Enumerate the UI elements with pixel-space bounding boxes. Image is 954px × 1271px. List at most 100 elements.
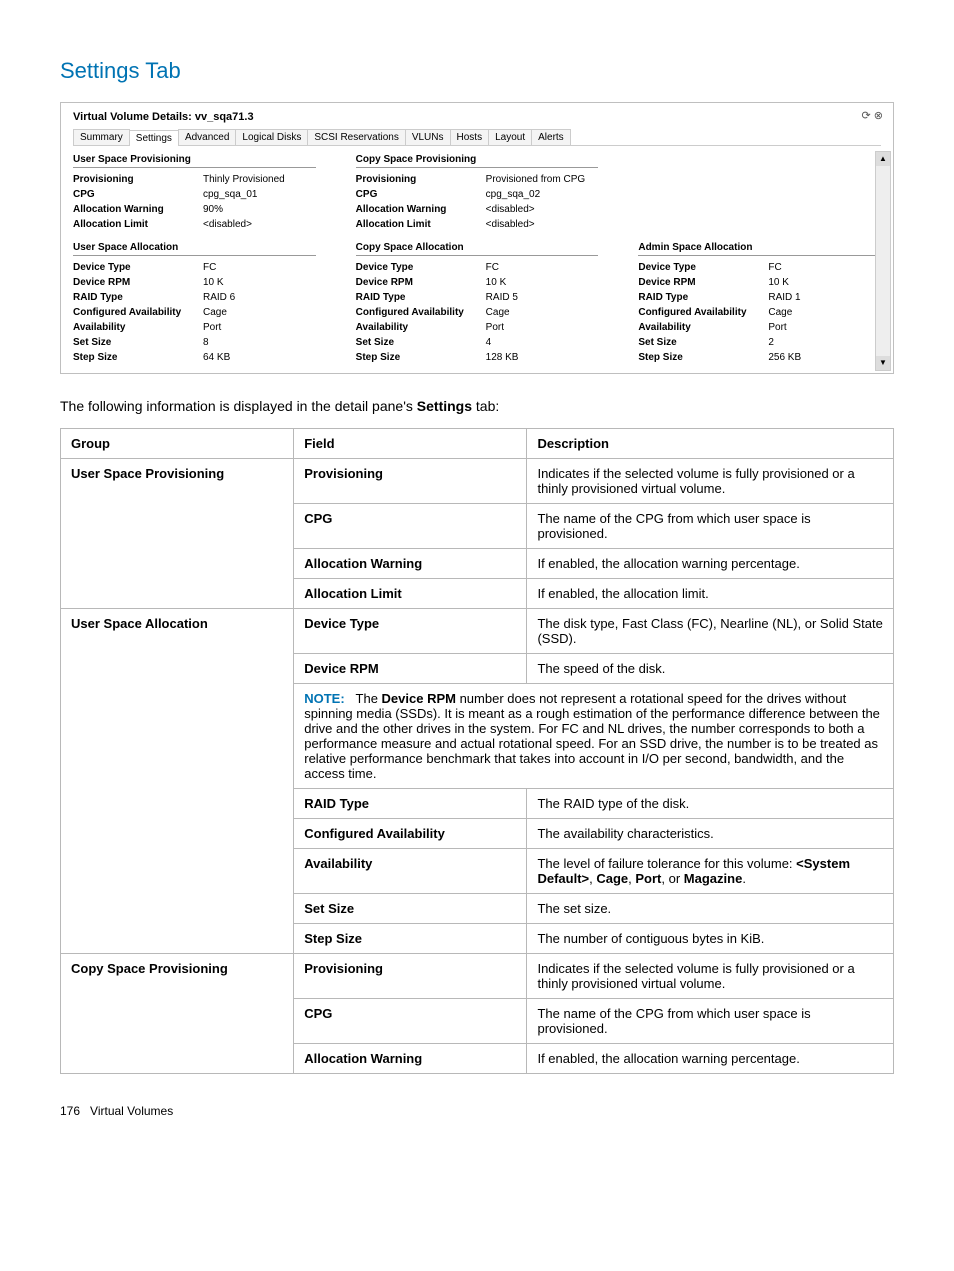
- tab-summary[interactable]: Summary: [73, 129, 130, 145]
- section-heading: Admin Space Allocation: [638, 242, 881, 256]
- kv-value: 2: [768, 335, 881, 350]
- kv-row: Configured AvailabilityCage: [638, 305, 881, 320]
- field-cell: CPG: [294, 999, 527, 1044]
- description-cell: The name of the CPG from which user spac…: [527, 504, 894, 549]
- kv-value: 10 K: [768, 275, 881, 290]
- kv-row: CPGcpg_sqa_02: [356, 187, 599, 202]
- tab-advanced[interactable]: Advanced: [178, 129, 236, 145]
- description-cell: The set size.: [527, 894, 894, 924]
- kv-key: Availability: [638, 320, 768, 335]
- field-cell: Device Type: [294, 609, 527, 654]
- tab-vluns[interactable]: VLUNs: [405, 129, 451, 145]
- description-cell: The speed of the disk.: [527, 654, 894, 684]
- kv-value: 8: [203, 335, 316, 350]
- group-cell: User Space Provisioning: [61, 459, 294, 609]
- kv-value: 10 K: [486, 275, 599, 290]
- tab-alerts[interactable]: Alerts: [531, 129, 571, 145]
- field-cell: Availability: [294, 849, 527, 894]
- kv-row: Step Size64 KB: [73, 350, 316, 365]
- scroll-down-icon[interactable]: ▼: [876, 356, 890, 370]
- kv-key: CPG: [73, 187, 203, 202]
- note-cell: NOTE: The Device RPM number does not rep…: [294, 684, 894, 789]
- kv-key: RAID Type: [73, 290, 203, 305]
- kv-key: RAID Type: [638, 290, 768, 305]
- scrollbar[interactable]: ▲ ▼: [875, 151, 891, 371]
- kv-value: Cage: [203, 305, 316, 320]
- tab-scsi-reservations[interactable]: SCSI Reservations: [307, 129, 405, 145]
- tab-logical-disks[interactable]: Logical Disks: [235, 129, 308, 145]
- kv-value: Thinly Provisioned: [203, 172, 316, 187]
- kv-value: 90%: [203, 202, 316, 217]
- kv-key: Step Size: [638, 350, 768, 365]
- kv-key: Step Size: [73, 350, 203, 365]
- tab-settings[interactable]: Settings: [129, 130, 179, 146]
- kv-key: Provisioning: [356, 172, 486, 187]
- kv-row: Set Size2: [638, 335, 881, 350]
- kv-row: AvailabilityPort: [638, 320, 881, 335]
- kv-key: Configured Availability: [356, 305, 486, 320]
- kv-key: Allocation Limit: [73, 217, 203, 232]
- kv-row: Device TypeFC: [638, 260, 881, 275]
- kv-value: FC: [768, 260, 881, 275]
- group-cell: User Space Allocation: [61, 609, 294, 954]
- kv-row: AvailabilityPort: [73, 320, 316, 335]
- screenshot-section: Copy Space AllocationDevice TypeFCDevice…: [356, 242, 599, 365]
- scroll-up-icon[interactable]: ▲: [876, 152, 890, 166]
- kv-value: 10 K: [203, 275, 316, 290]
- field-cell: RAID Type: [294, 789, 527, 819]
- description-cell: The level of failure tolerance for this …: [527, 849, 894, 894]
- kv-value: <disabled>: [486, 217, 599, 232]
- screenshot-section: Admin Space AllocationDevice TypeFCDevic…: [638, 242, 881, 365]
- kv-value: 4: [486, 335, 599, 350]
- intro-before: The following information is displayed i…: [60, 398, 417, 414]
- field-cell: Set Size: [294, 894, 527, 924]
- kv-row: Device TypeFC: [356, 260, 599, 275]
- kv-value: <disabled>: [486, 202, 599, 217]
- description-cell: The RAID type of the disk.: [527, 789, 894, 819]
- field-cell: CPG: [294, 504, 527, 549]
- page-footer: 176 Virtual Volumes: [60, 1104, 894, 1118]
- screenshot-tabs: SummarySettingsAdvancedLogical DisksSCSI…: [73, 129, 881, 146]
- tab-layout[interactable]: Layout: [488, 129, 532, 145]
- description-cell: The number of contiguous bytes in KiB.: [527, 924, 894, 954]
- tab-hosts[interactable]: Hosts: [450, 129, 490, 145]
- kv-row: AvailabilityPort: [356, 320, 599, 335]
- window-control-icons[interactable]: ⟳ ⊗: [862, 109, 884, 122]
- kv-value: cpg_sqa_02: [486, 187, 599, 202]
- kv-row: Allocation Limit<disabled>: [356, 217, 599, 232]
- kv-row: Step Size256 KB: [638, 350, 881, 365]
- section-heading: User Space Allocation: [73, 242, 316, 256]
- field-cell: Step Size: [294, 924, 527, 954]
- kv-key: Allocation Warning: [73, 202, 203, 217]
- col-group: Group: [61, 429, 294, 459]
- kv-key: Allocation Limit: [356, 217, 486, 232]
- kv-value: Cage: [768, 305, 881, 320]
- section-heading: Copy Space Allocation: [356, 242, 599, 256]
- field-cell: Provisioning: [294, 459, 527, 504]
- description-cell: Indicates if the selected volume is full…: [527, 459, 894, 504]
- kv-value: Port: [486, 320, 599, 335]
- description-cell: Indicates if the selected volume is full…: [527, 954, 894, 999]
- screenshot-title: Virtual Volume Details: vv_sqa71.3: [73, 111, 881, 123]
- kv-key: Provisioning: [73, 172, 203, 187]
- description-cell: The availability characteristics.: [527, 819, 894, 849]
- kv-key: Device Type: [73, 260, 203, 275]
- kv-row: RAID TypeRAID 6: [73, 290, 316, 305]
- kv-row: Configured AvailabilityCage: [356, 305, 599, 320]
- kv-row: ProvisioningThinly Provisioned: [73, 172, 316, 187]
- kv-value: cpg_sqa_01: [203, 187, 316, 202]
- kv-value: 128 KB: [486, 350, 599, 365]
- kv-key: CPG: [356, 187, 486, 202]
- kv-key: Availability: [73, 320, 203, 335]
- field-cell: Allocation Warning: [294, 1044, 527, 1074]
- col-field: Field: [294, 429, 527, 459]
- kv-value: <disabled>: [203, 217, 316, 232]
- kv-key: Step Size: [356, 350, 486, 365]
- kv-row: ProvisioningProvisioned from CPG: [356, 172, 599, 187]
- kv-row: Device TypeFC: [73, 260, 316, 275]
- field-cell: Allocation Warning: [294, 549, 527, 579]
- intro-bold: Settings: [417, 398, 472, 414]
- description-cell: The name of the CPG from which user spac…: [527, 999, 894, 1044]
- kv-value: FC: [203, 260, 316, 275]
- kv-key: Set Size: [638, 335, 768, 350]
